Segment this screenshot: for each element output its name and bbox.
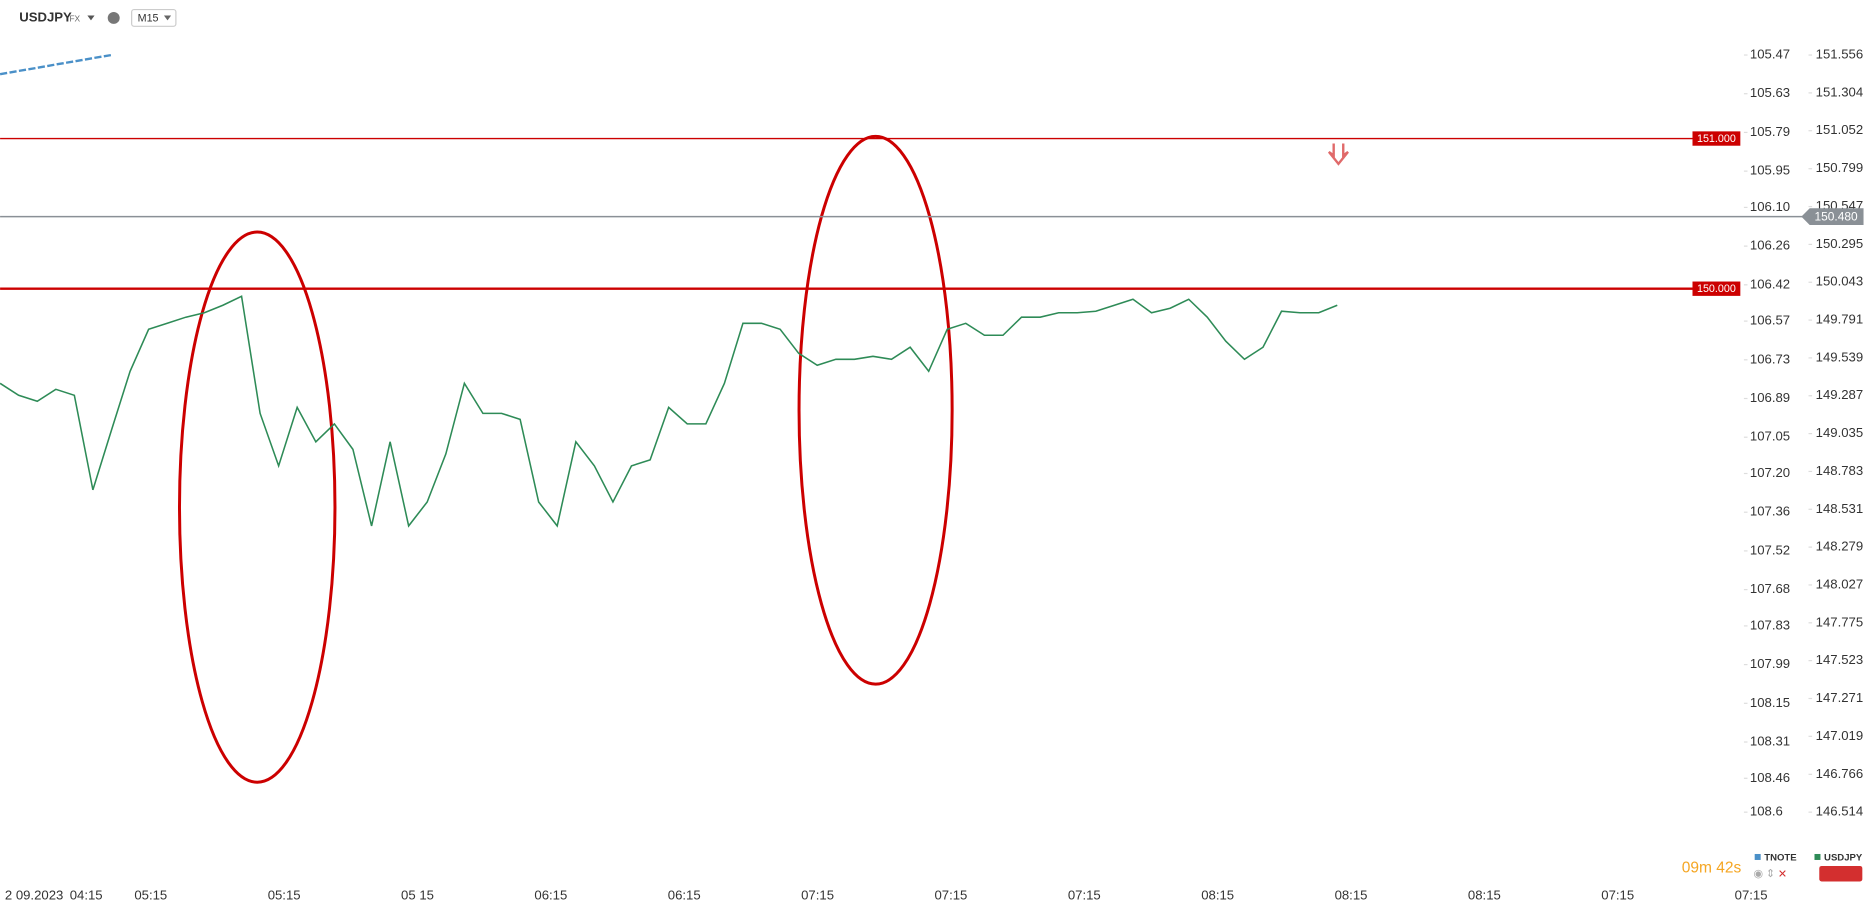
x-tick-label: 06:15 (534, 887, 567, 902)
y2-tick-label: 105.47 (1750, 46, 1790, 61)
y-tick-label: 149.035 (1816, 425, 1864, 440)
x-tick-label: 08:15 (1335, 887, 1368, 902)
y-tick-label: 147.271 (1816, 690, 1864, 705)
legend-controls[interactable]: ◉ ⇕ ✕ (1753, 868, 1786, 880)
x-tick-label: 08:15 (1468, 887, 1501, 902)
y2-tick-label: 107.68 (1750, 581, 1790, 596)
y-tick-label: 150.799 (1816, 160, 1864, 175)
x-tick-label: 07:15 (1068, 887, 1101, 902)
y-tick-label: 151.556 (1816, 47, 1864, 62)
y2-tick-label: 106.10 (1750, 199, 1790, 214)
y-tick-label: 147.775 (1816, 614, 1864, 629)
y-tick-label: 148.279 (1816, 539, 1864, 554)
y2-tick-label: 105.63 (1750, 85, 1790, 100)
level-label: 150.000 (1697, 283, 1736, 295)
x-tick-label: 08:15 (1201, 887, 1234, 902)
y2-tick-label: 107.36 (1750, 504, 1790, 519)
y2-tick-label: 105.95 (1750, 163, 1790, 178)
x-tick-label: 07:15 (1735, 887, 1768, 902)
y2-tick-label: 108.15 (1750, 695, 1790, 710)
symbol-dropdown[interactable] (87, 15, 95, 21)
sell-arrow (1327, 143, 1349, 166)
y-tick-label: 147.523 (1816, 652, 1864, 667)
y2-tick-label: 106.57 (1750, 313, 1790, 328)
y-tick-label: 149.287 (1816, 387, 1864, 402)
y2-tick-label: 105.79 (1750, 124, 1790, 139)
x-tick-label: 04:15 (70, 887, 103, 902)
level-label: 151.000 (1697, 133, 1736, 145)
annotation-ellipse (797, 134, 954, 686)
x-tick-label: 07:15 (801, 887, 834, 902)
x-tick-label: 05:15 (268, 887, 301, 902)
close-badge[interactable] (1819, 865, 1863, 882)
y2-tick-label: 106.89 (1750, 390, 1790, 405)
y-tick-label: 148.027 (1816, 576, 1864, 591)
legend-swatch (1814, 853, 1821, 860)
y2-tick-label: 107.99 (1750, 656, 1790, 671)
y2-tick-label: 106.42 (1750, 276, 1790, 291)
y-tick-label: 147.019 (1816, 728, 1864, 743)
y-tick-label: 150.043 (1816, 274, 1864, 289)
y-tick-label: 146.514 (1816, 804, 1864, 819)
y-tick-label: 146.766 (1816, 766, 1864, 781)
legend: TNOTE USDJPY (1754, 853, 1863, 864)
y2-tick-label: 108.46 (1750, 770, 1790, 785)
x-tick-label: 2 09.2023 (5, 887, 63, 902)
price-line (0, 53, 112, 76)
timeframe-box[interactable] (131, 8, 177, 27)
y2-tick-label: 106.26 (1750, 238, 1790, 253)
current-price-badge (1801, 208, 1864, 225)
y-tick-label: 151.052 (1816, 122, 1864, 137)
y-tick-label: 148.783 (1816, 463, 1864, 478)
x-tick-label: 05:15 (134, 887, 167, 902)
x-tick-label: 07:15 (934, 887, 967, 902)
y-tick-label: 149.791 (1816, 312, 1864, 327)
x-tick-label: 05 15 (401, 887, 434, 902)
legend-label: USDJPY (1824, 853, 1863, 864)
info-icon[interactable] (107, 11, 120, 24)
x-tick-label: 07:15 (1601, 887, 1634, 902)
timeframe: M15 (138, 12, 159, 24)
y2-tick-label: 106.73 (1750, 351, 1790, 366)
annotation-ellipse (177, 230, 337, 784)
level-badge (1692, 131, 1741, 146)
current-price-label: 150.480 (1814, 209, 1858, 223)
y-tick-label: 148.531 (1816, 501, 1864, 516)
legend-label: TNOTE (1764, 853, 1796, 864)
legend-swatch (1754, 853, 1761, 860)
y-tick-label: 151.304 (1816, 84, 1864, 99)
y2-tick-label: 108.31 (1750, 733, 1790, 748)
market: FX (69, 13, 80, 23)
price-line (0, 295, 1338, 528)
y2-tick-label: 107.52 (1750, 542, 1790, 557)
countdown: 09m 42s (1682, 859, 1742, 876)
y-tick-label: 150.295 (1816, 236, 1864, 251)
y-tick-label: 149.539 (1816, 349, 1864, 364)
y2-tick-label: 108.6 (1750, 804, 1783, 819)
timeframe-dropdown[interactable] (163, 15, 172, 21)
level-badge (1692, 281, 1741, 296)
y2-tick-label: 107.05 (1750, 429, 1790, 444)
y2-tick-label: 107.20 (1750, 465, 1790, 480)
x-tick-label: 06:15 (668, 887, 701, 902)
y2-tick-label: 107.83 (1750, 617, 1790, 632)
symbol[interactable]: USDJPY (19, 9, 72, 24)
